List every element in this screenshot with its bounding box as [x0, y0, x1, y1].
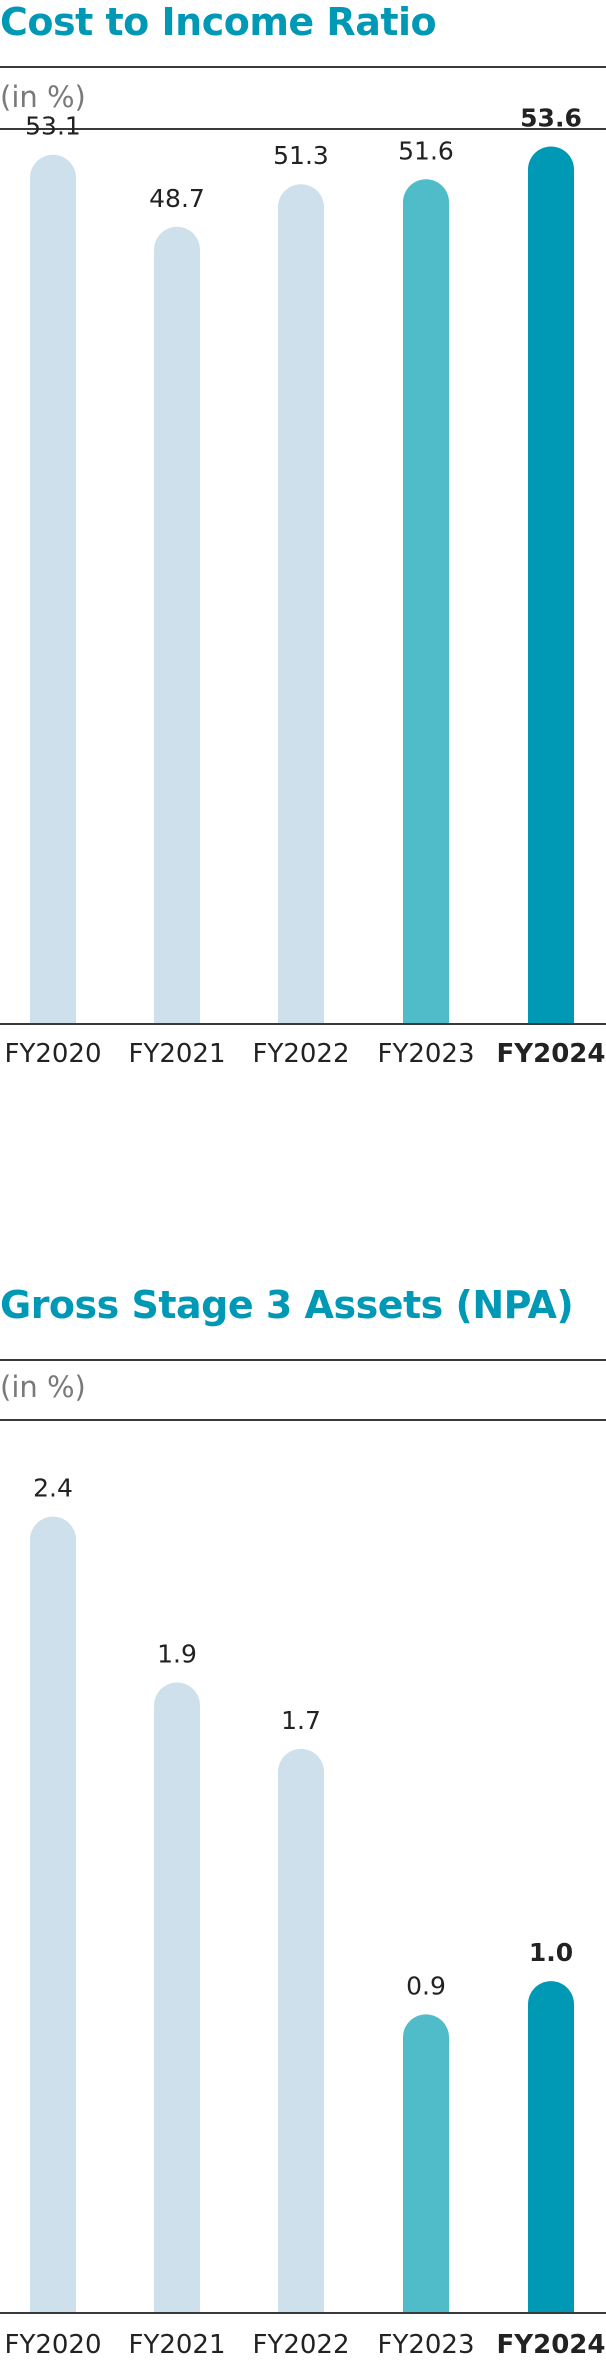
bar-fy2022 — [278, 1748, 324, 2313]
x-tick-fy2021: FY2021 — [128, 1039, 225, 1069]
bars — [30, 1516, 574, 2313]
x-tick-labels: FY2020 FY2021 FY2022 FY2023 FY2024 — [4, 1039, 605, 1069]
bar-fy2020 — [30, 1516, 76, 2313]
x-tick-fy2024: FY2024 — [497, 2330, 606, 2360]
bar-fy2021 — [154, 1682, 200, 2313]
bar-fy2020 — [30, 154, 76, 1024]
x-tick-fy2020: FY2020 — [4, 2330, 101, 2360]
unit-label: (in %) — [0, 1370, 86, 1404]
bar-fy2023 — [403, 179, 450, 1024]
value-label-fy2024: 1.0 — [529, 1938, 573, 1967]
title-divider — [0, 1359, 606, 1361]
chart-cost-to-income: Cost to Income Ratio (in %) 53.1 48.7 51.3… — [0, 0, 606, 1100]
bar-fy2023 — [403, 2014, 450, 2313]
x-tick-fy2020: FY2020 — [4, 1039, 101, 1069]
unit-divider — [0, 128, 606, 130]
value-labels: 53.1 48.7 51.3 51.6 53.6 — [25, 104, 582, 213]
value-label-fy2022: 1.7 — [281, 1706, 321, 1735]
value-label-fy2020: 53.1 — [25, 112, 81, 141]
x-tick-fy2022: FY2022 — [252, 1039, 349, 1069]
unit-divider — [0, 1419, 606, 1421]
x-tick-fy2023: FY2023 — [377, 2330, 474, 2360]
bar-fy2024 — [528, 146, 574, 1024]
value-label-fy2021: 48.7 — [149, 184, 205, 213]
bar-plot: 53.148.751.3 51.653.6 FY2020 FY2021 FY2022 F… — [0, 104, 606, 1069]
bar-fy2021 — [154, 226, 200, 1024]
value-label-fy2020: 2.4 — [33, 1474, 73, 1503]
chart-title: Gross Stage 3 Assets (NPA) — [0, 1283, 574, 1327]
x-tick-labels: FY2020 FY2021 FY2022 FY2023 FY2024 — [4, 2330, 605, 2360]
value-label-fy2022: 51.3 — [273, 141, 329, 170]
x-tick-fy2024: FY2024 — [497, 1039, 606, 1069]
value-labels: 2.4 1.9 1.7 0.9 1.0 — [33, 1474, 573, 2001]
title-divider — [0, 66, 606, 68]
x-tick-fy2023: FY2023 — [377, 1039, 474, 1069]
bar-fy2024 — [528, 1981, 574, 2313]
value-label-fy2023: 0.9 — [406, 1971, 446, 2000]
value-label-fy2024: 53.6 — [520, 104, 582, 133]
value-label-fy2021: 1.9 — [157, 1640, 197, 1669]
bars — [30, 146, 574, 1024]
unit-label: (in %) — [0, 80, 86, 114]
x-tick-fy2022: FY2022 — [252, 2330, 349, 2360]
bar-fy2022 — [278, 184, 324, 1024]
chart-gross-stage-3-assets: Gross Stage 3 Assets (NPA) (in %) 2.4 1.9… — [0, 1283, 606, 2370]
value-label-fy2023: 51.6 — [398, 136, 454, 165]
x-tick-fy2021: FY2021 — [128, 2330, 225, 2360]
bar-plot: 2.4 1.9 1.7 0.9 1.0 FY2020 FY2021 FY2022 FY2023… — [0, 1474, 606, 2360]
chart-title: Cost to Income Ratio — [0, 0, 437, 44]
